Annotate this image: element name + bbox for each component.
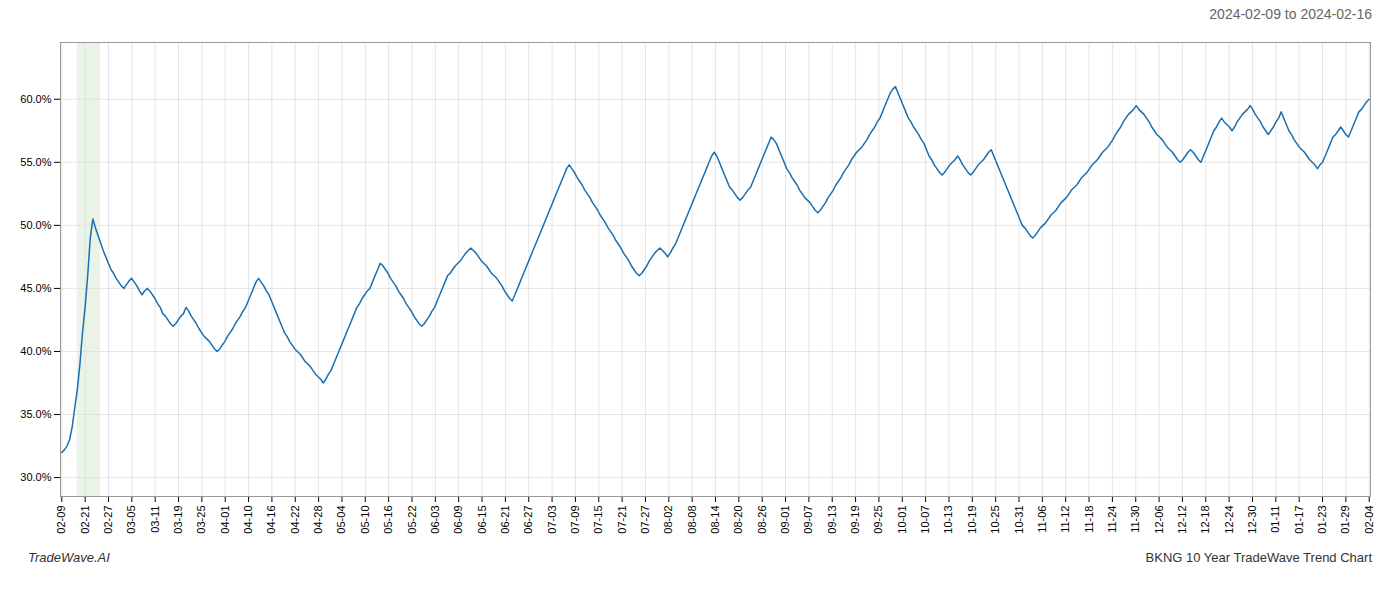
svg-text:02-09: 02-09 <box>55 506 67 534</box>
html-text:TradeWave.AI: TradeWave.AI <box>28 550 110 565</box>
svg-text:07-09: 07-09 <box>569 506 581 534</box>
svg-text:05-22: 05-22 <box>406 506 418 534</box>
svg-text:10-25: 10-25 <box>989 506 1001 534</box>
svg-text:11-24: 11-24 <box>1106 506 1118 533</box>
svg-text:60.0%: 60.0% <box>20 93 51 105</box>
svg-text:02-04: 02-04 <box>1363 506 1375 534</box>
svg-text:10-07: 10-07 <box>919 506 931 534</box>
svg-text:12-30: 12-30 <box>1246 506 1258 534</box>
svg-text:08-20: 08-20 <box>732 506 744 534</box>
svg-text:05-10: 05-10 <box>359 506 371 534</box>
svg-text:12-12: 12-12 <box>1176 506 1188 534</box>
svg-text:03-25: 03-25 <box>195 506 207 534</box>
html-text:BKNG 10 Year TradeWave Trend C: BKNG 10 Year TradeWave Trend Chart <box>1145 550 1372 565</box>
svg-text:09-25: 09-25 <box>872 506 884 534</box>
svg-text:01-11: 01-11 <box>1269 506 1281 533</box>
svg-text:09-19: 09-19 <box>849 506 861 534</box>
svg-text:35.0%: 35.0% <box>20 408 51 420</box>
svg-text:05-04: 05-04 <box>335 506 347 534</box>
svg-text:02-21: 02-21 <box>79 506 91 534</box>
svg-text:04-28: 04-28 <box>312 506 324 534</box>
svg-text:55.0%: 55.0% <box>20 156 51 168</box>
svg-text:06-03: 06-03 <box>429 506 441 534</box>
svg-text:03-19: 03-19 <box>172 506 184 534</box>
svg-text:08-08: 08-08 <box>686 506 698 534</box>
svg-text:07-21: 07-21 <box>616 506 628 534</box>
svg-text:08-14: 08-14 <box>709 506 721 534</box>
svg-text:02-27: 02-27 <box>102 506 114 534</box>
svg-text:07-27: 07-27 <box>639 506 651 534</box>
svg-text:10-19: 10-19 <box>966 506 978 534</box>
html-text:2024-02-09 to 2024-02-16: 2024-02-09 to 2024-02-16 <box>1209 6 1372 22</box>
svg-text:30.0%: 30.0% <box>20 471 51 483</box>
svg-text:10-31: 10-31 <box>1013 506 1025 534</box>
svg-text:04-16: 04-16 <box>265 506 277 534</box>
svg-text:01-29: 01-29 <box>1339 506 1351 534</box>
svg-text:11-06: 11-06 <box>1036 506 1048 533</box>
svg-text:03-11: 03-11 <box>149 506 161 533</box>
svg-text:01-17: 01-17 <box>1293 506 1305 534</box>
svg-text:04-10: 04-10 <box>242 506 254 534</box>
svg-text:09-01: 09-01 <box>779 506 791 534</box>
svg-text:06-21: 06-21 <box>499 506 511 534</box>
svg-text:06-09: 06-09 <box>452 506 464 534</box>
svg-text:50.0%: 50.0% <box>20 219 51 231</box>
svg-text:03-05: 03-05 <box>125 506 137 534</box>
svg-text:05-16: 05-16 <box>382 506 394 534</box>
svg-text:04-22: 04-22 <box>289 506 301 534</box>
svg-text:40.0%: 40.0% <box>20 345 51 357</box>
svg-text:12-24: 12-24 <box>1223 506 1235 534</box>
svg-text:10-13: 10-13 <box>942 506 954 534</box>
svg-text:45.0%: 45.0% <box>20 282 51 294</box>
svg-text:08-26: 08-26 <box>756 506 768 534</box>
svg-text:09-13: 09-13 <box>826 506 838 534</box>
svg-text:07-03: 07-03 <box>546 506 558 534</box>
svg-text:01-23: 01-23 <box>1316 506 1328 534</box>
svg-text:06-27: 06-27 <box>522 506 534 534</box>
svg-text:04-01: 04-01 <box>219 506 231 534</box>
svg-text:11-12: 11-12 <box>1059 506 1071 533</box>
svg-text:07-15: 07-15 <box>592 506 604 534</box>
svg-text:10-01: 10-01 <box>896 506 908 534</box>
svg-text:12-06: 12-06 <box>1153 506 1165 534</box>
svg-text:08-02: 08-02 <box>662 506 674 534</box>
svg-text:09-07: 09-07 <box>802 506 814 534</box>
svg-text:11-30: 11-30 <box>1129 506 1141 533</box>
svg-text:12-18: 12-18 <box>1199 506 1211 534</box>
svg-text:11-18: 11-18 <box>1083 506 1095 533</box>
svg-text:06-15: 06-15 <box>476 506 488 534</box>
